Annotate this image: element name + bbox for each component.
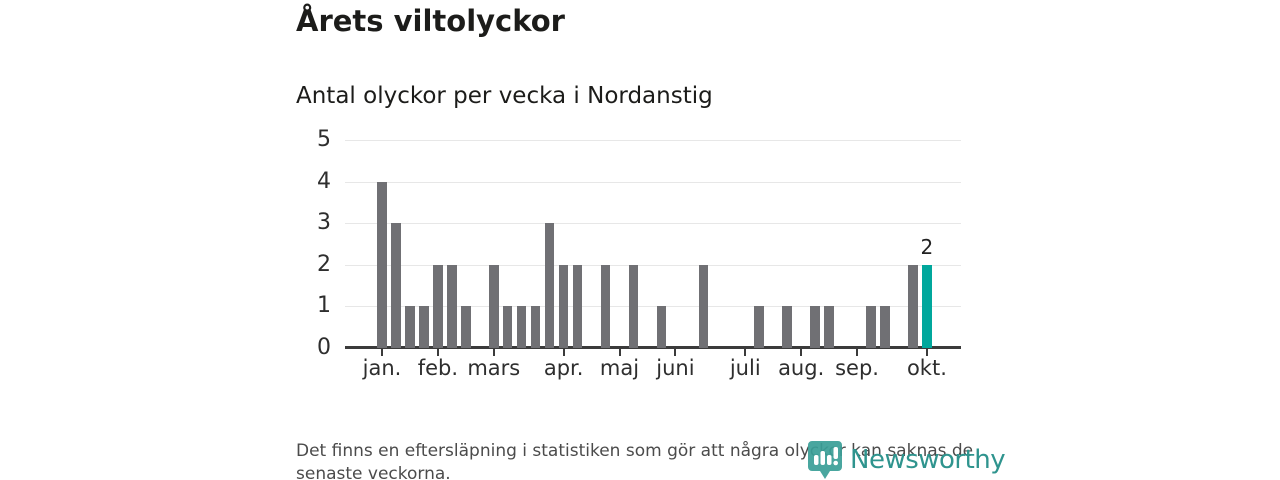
x-axis-label-feb: feb. xyxy=(417,356,459,380)
y-axis-label-5: 5 xyxy=(317,127,331,152)
bar-week-13 xyxy=(544,223,555,348)
x-axis-label-apr: apr. xyxy=(543,356,584,380)
footnote-line-2: senaste veckorna. xyxy=(296,463,451,480)
x-tick-maj xyxy=(618,348,621,356)
bar-week-32 xyxy=(810,306,820,348)
x-axis-label-okt: okt. xyxy=(906,356,947,380)
bar-week-9 xyxy=(489,264,499,348)
bar-week-30 xyxy=(782,306,792,348)
bar-week-12 xyxy=(530,306,541,348)
x-tick-sep xyxy=(856,348,859,356)
x-tick-apr xyxy=(562,348,565,356)
footnote: Det finns en eftersläpning i statistiken… xyxy=(296,440,973,480)
x-axis-label-maj: maj xyxy=(599,356,640,380)
bar-week-40 xyxy=(922,264,932,348)
y-axis-label-1: 1 xyxy=(317,293,331,319)
bar-week-19 xyxy=(628,264,639,348)
x-axis-label-aug: aug. xyxy=(778,356,825,380)
gridline-y-2 xyxy=(345,264,961,266)
bar-week-14 xyxy=(558,264,569,348)
x-axis-label-jan: jan. xyxy=(362,356,402,380)
x-tick-jan xyxy=(381,348,383,356)
bar-week-1 xyxy=(377,181,387,348)
x-tick-juli xyxy=(744,348,747,356)
chart-subtitle: Antal olyckor per vecka i Nordanstig xyxy=(296,83,713,109)
bar-week-28 xyxy=(754,306,764,348)
bar-week-24 xyxy=(698,264,709,348)
y-axis-label-0: 0 xyxy=(317,335,331,360)
x-axis-label-juli: juli xyxy=(729,356,761,380)
x-tick-juni xyxy=(674,348,677,356)
bar-chart: 2 0 1 2 3 4 5 jan. feb. mars apr. maj juni juli aug. s… xyxy=(317,127,961,380)
gridline-y-3 xyxy=(345,223,961,225)
x-tick-aug xyxy=(800,348,803,356)
y-axis-label-4: 4 xyxy=(317,168,331,194)
x-tick-okt xyxy=(925,348,928,356)
newsworthy-wordmark: Newsworthy xyxy=(850,444,1006,475)
bar-week-36 xyxy=(866,306,876,348)
gridline-y-4 xyxy=(345,181,961,183)
y-axis-label-2: 2 xyxy=(317,251,331,277)
bar-week-4 xyxy=(419,306,429,348)
x-tick-mars xyxy=(492,348,495,356)
bar-week-5 xyxy=(433,264,443,348)
bar-week-6 xyxy=(447,264,457,348)
x-tick-feb xyxy=(436,348,439,356)
bar-week-7 xyxy=(461,306,471,348)
newsworthy-pin-barchart-icon xyxy=(806,439,844,480)
gridline-y-5 xyxy=(345,140,961,141)
bar-week-21 xyxy=(656,306,667,348)
bar-week-15 xyxy=(572,264,583,348)
chart-title: Årets viltolyckor xyxy=(296,4,565,38)
x-axis-line xyxy=(345,346,961,349)
footnote-line-1: Det finns en eftersläpning i statistiken… xyxy=(296,441,974,461)
gridline-y-1 xyxy=(345,306,961,308)
newsworthy-logo: Newsworthy xyxy=(806,439,1006,480)
x-axis-label-mars: mars xyxy=(467,356,521,380)
x-axis-label-sep: sep. xyxy=(835,356,879,380)
y-axis-label-3: 3 xyxy=(317,210,331,236)
bar-week-39 xyxy=(908,264,918,348)
bar-week-3 xyxy=(405,306,415,348)
bar-week-17 xyxy=(600,264,611,348)
bar-week-33 xyxy=(824,306,834,348)
bar-week-10 xyxy=(502,306,513,348)
bar-week-2 xyxy=(391,223,401,348)
highlight-value-label: 2 xyxy=(920,234,934,259)
bar-week-37 xyxy=(880,306,890,348)
x-axis-label-juni: juni xyxy=(656,356,695,380)
bar-week-11 xyxy=(516,306,527,348)
